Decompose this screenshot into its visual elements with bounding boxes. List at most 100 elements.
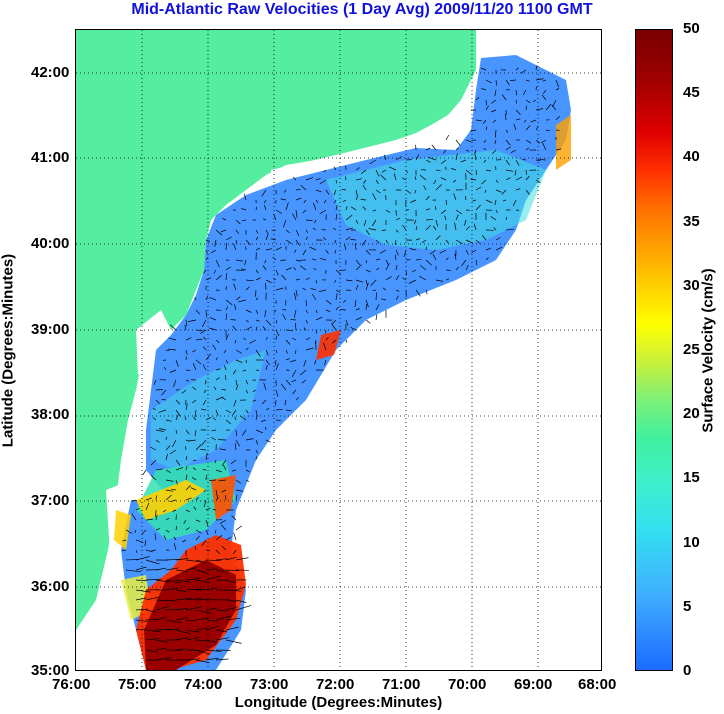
velocity-vector <box>241 429 247 436</box>
velocity-vector <box>345 176 347 181</box>
velocity-vector <box>410 199 417 203</box>
velocity-vector <box>195 617 210 621</box>
velocity-vector <box>275 287 284 291</box>
velocity-vector <box>175 558 189 561</box>
velocity-vector <box>293 267 297 271</box>
velocity-vector <box>185 619 197 621</box>
velocity-vector <box>235 525 243 531</box>
velocity-vector <box>219 448 227 451</box>
velocity-vector <box>221 396 227 401</box>
velocity-vector <box>551 104 557 111</box>
velocity-vector <box>485 105 489 111</box>
velocity-vector <box>135 556 150 561</box>
velocity-vector <box>225 266 231 271</box>
velocity-vector <box>275 349 278 354</box>
velocity-vector <box>315 178 321 181</box>
velocity-vector <box>481 88 487 91</box>
velocity-vector <box>225 626 239 631</box>
velocity-vector <box>375 189 381 194</box>
velocity-vector <box>535 86 537 91</box>
velocity-vector <box>275 269 279 276</box>
velocity-vector <box>192 386 197 391</box>
velocity-vector <box>225 272 228 281</box>
velocity-vector <box>205 416 212 421</box>
velocity-vector <box>363 179 367 184</box>
velocity-vector <box>452 179 457 183</box>
velocity-vector <box>255 229 259 234</box>
velocity-vector <box>125 529 133 534</box>
velocity-vector <box>305 177 314 181</box>
velocity-vector <box>315 279 317 284</box>
velocity-vector <box>289 359 297 363</box>
velocity-vector <box>185 658 201 661</box>
velocity-vector <box>542 89 547 95</box>
velocity-vector <box>211 249 217 254</box>
velocity-vector <box>301 379 307 384</box>
velocity-vector <box>175 617 188 621</box>
velocity-vector <box>194 297 197 301</box>
velocity-vector <box>225 639 242 644</box>
y-axis-label: Latitude (Degrees:Minutes) <box>0 253 17 448</box>
velocity-vector <box>201 319 207 327</box>
velocity-vector <box>205 257 208 261</box>
velocity-vector <box>318 289 327 292</box>
velocity-vector <box>175 597 192 601</box>
velocity-vector <box>465 149 470 152</box>
velocity-vector <box>255 449 259 454</box>
velocity-vector <box>312 227 317 231</box>
velocity-vector <box>215 339 220 343</box>
velocity-vector <box>151 549 157 552</box>
velocity-vector <box>195 599 208 601</box>
velocity-vector <box>331 323 337 331</box>
velocity-vector <box>215 637 229 641</box>
velocity-vector <box>135 566 147 571</box>
velocity-vector <box>185 509 190 513</box>
velocity-vector <box>475 259 478 266</box>
velocity-vector <box>485 126 488 131</box>
velocity-vector <box>235 557 249 561</box>
velocity-vector <box>431 144 437 151</box>
velocity-vector <box>473 223 477 231</box>
velocity-vector <box>381 298 387 301</box>
velocity-vector <box>122 549 127 552</box>
velocity-vector <box>185 527 190 531</box>
velocity-vector <box>355 264 362 271</box>
velocity-vector <box>293 292 297 301</box>
velocity-vector <box>185 379 190 382</box>
velocity-vector <box>215 229 223 236</box>
velocity-vector <box>145 609 157 613</box>
velocity-vector <box>150 474 157 481</box>
velocity-vector <box>245 326 253 331</box>
velocity-vector <box>155 509 157 517</box>
velocity-vector <box>245 479 250 482</box>
velocity-vector <box>285 358 290 361</box>
velocity-vector <box>165 579 181 584</box>
velocity-vector <box>415 226 418 231</box>
velocity-vector <box>505 139 511 146</box>
velocity-vector <box>520 69 527 74</box>
velocity-vector <box>495 237 501 241</box>
velocity-vector <box>494 129 497 138</box>
velocity-vector <box>415 258 422 261</box>
velocity-vector <box>205 549 211 552</box>
velocity-vector <box>135 608 149 611</box>
velocity-vector <box>245 469 250 473</box>
velocity-vector <box>292 389 297 395</box>
velocity-vector <box>135 619 148 622</box>
velocity-vector <box>255 269 259 274</box>
velocity-vector <box>323 199 327 204</box>
velocity-vector <box>360 199 367 201</box>
velocity-vector <box>505 216 508 221</box>
velocity-vector <box>515 176 523 181</box>
velocity-vector <box>284 399 287 406</box>
velocity-vector <box>205 587 217 591</box>
velocity-vector <box>145 549 153 553</box>
velocity-vector <box>525 99 531 104</box>
velocity-vector <box>234 339 237 344</box>
velocity-vector <box>211 429 217 432</box>
velocity-vector <box>461 259 467 267</box>
velocity-vector <box>535 108 544 111</box>
velocity-vector <box>131 513 137 521</box>
velocity-vector <box>145 559 160 565</box>
velocity-vector <box>412 269 417 273</box>
